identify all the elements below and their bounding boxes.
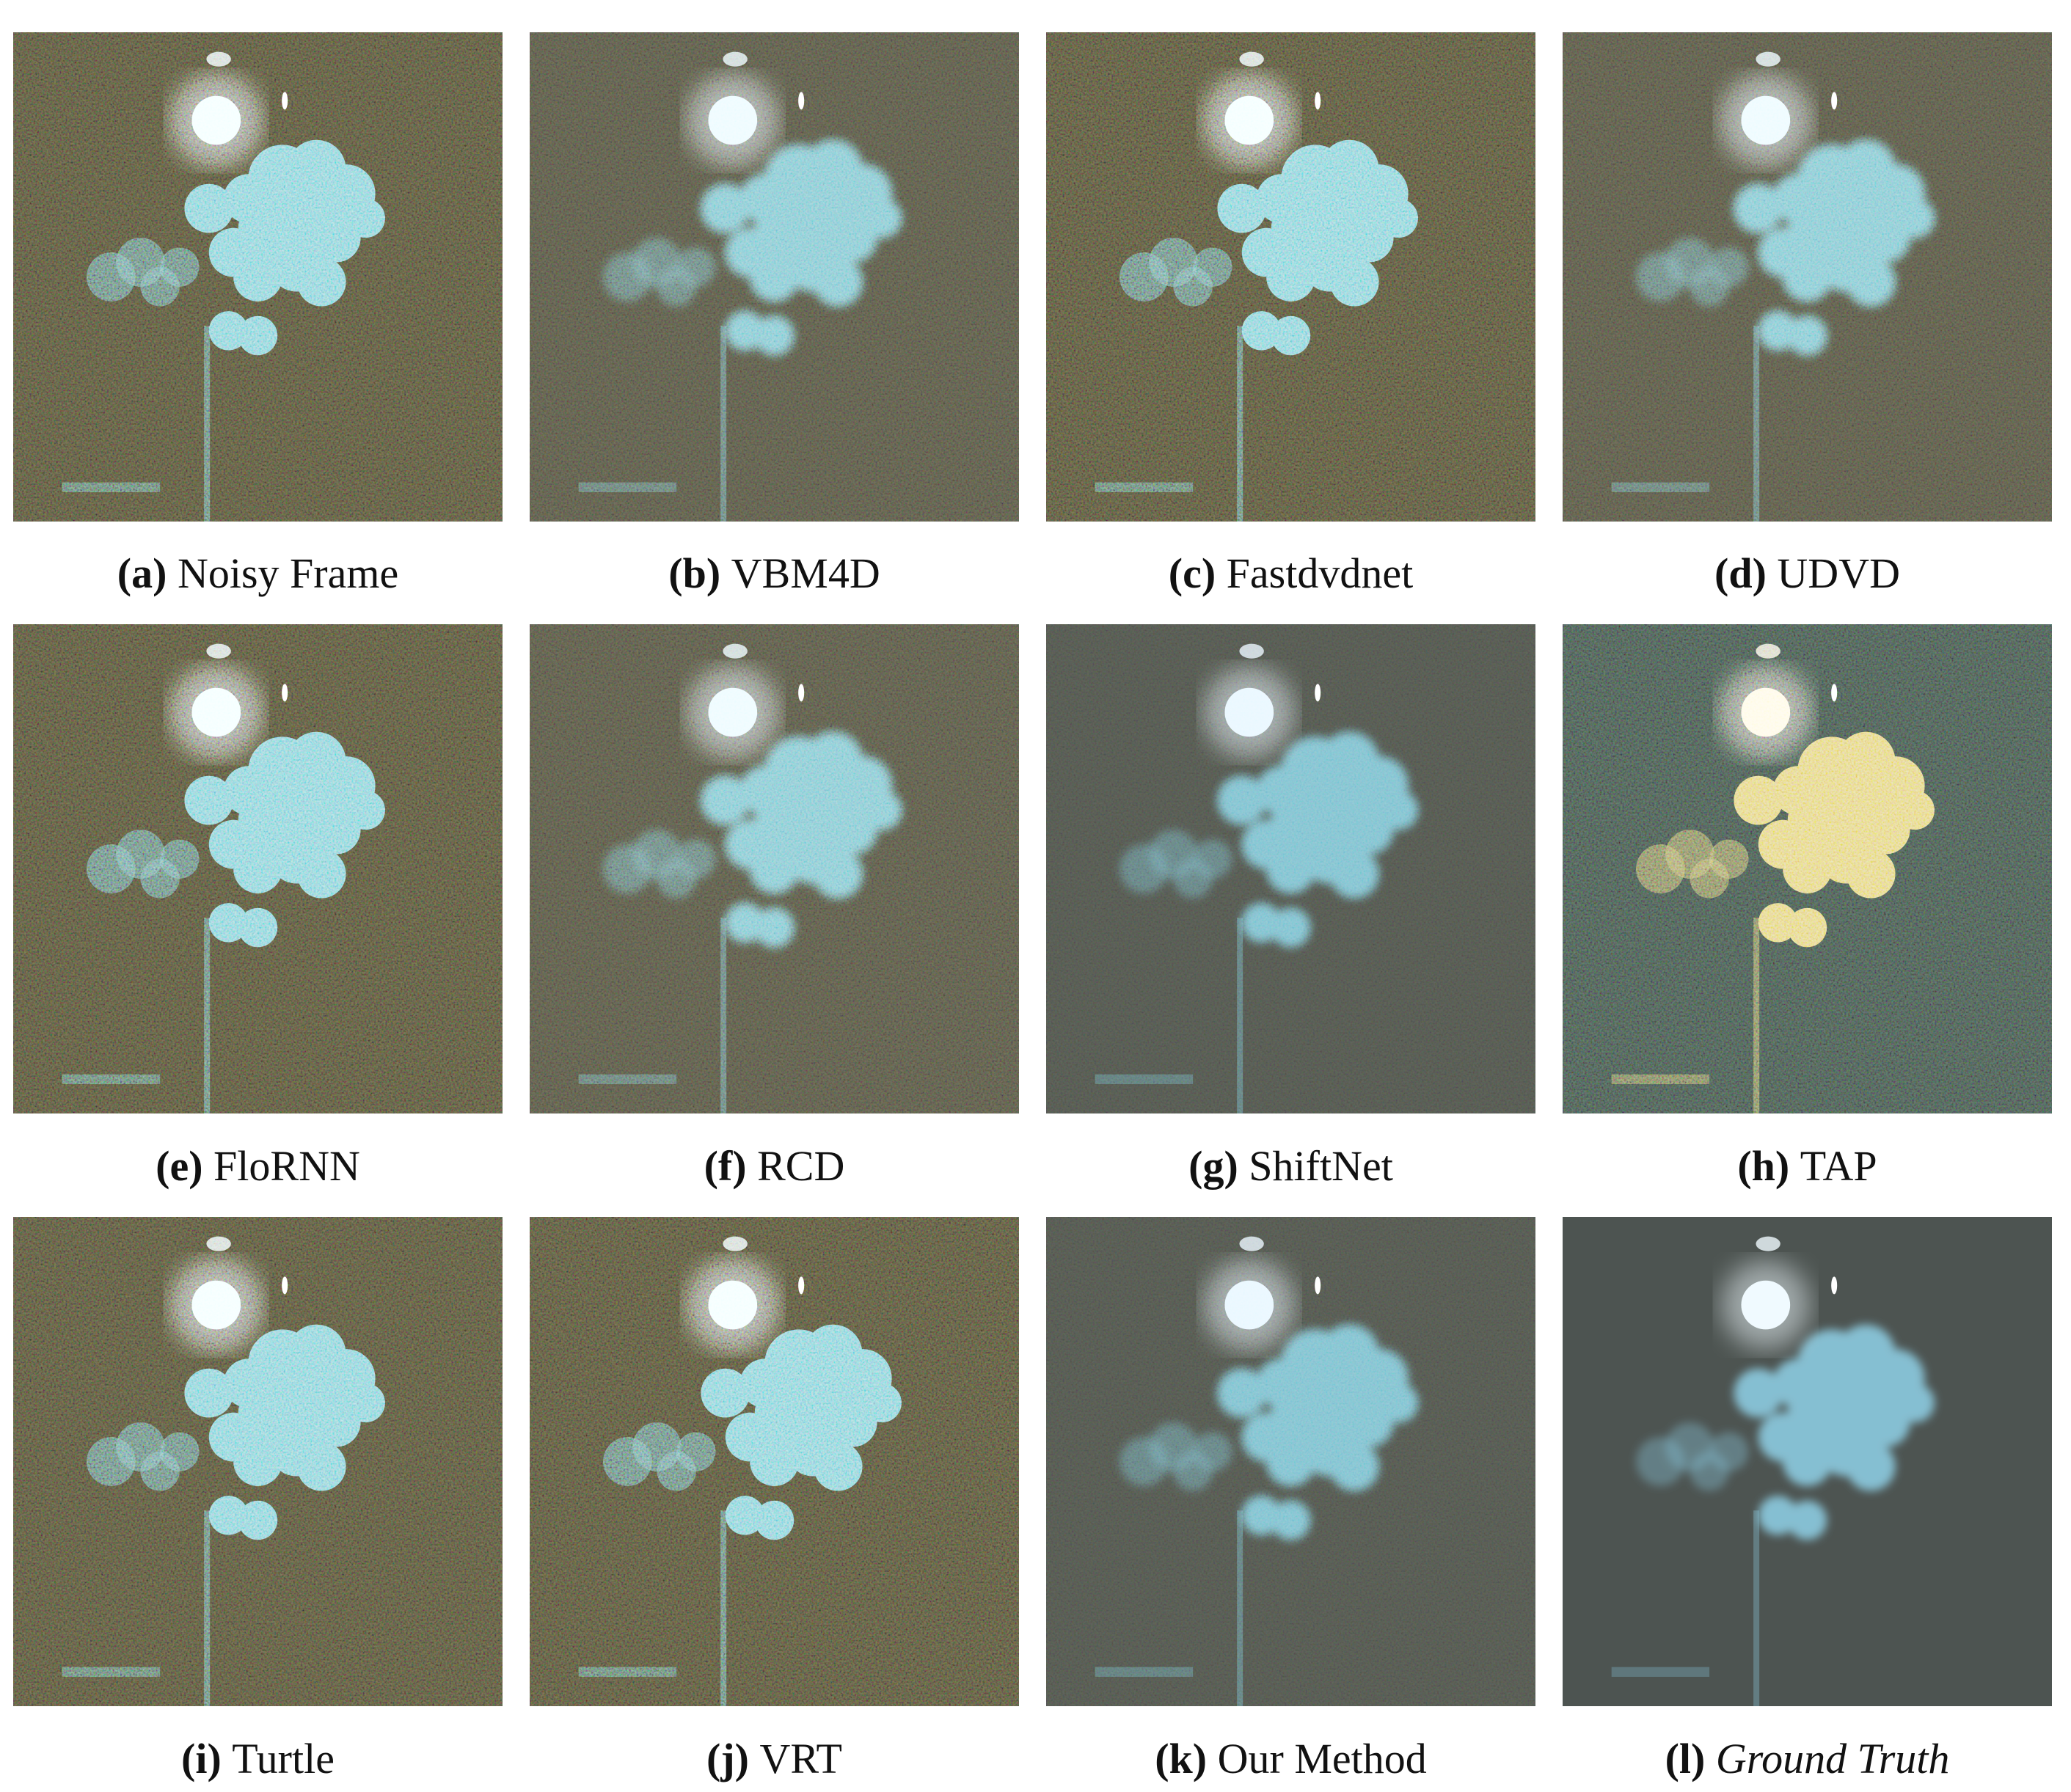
- leaf: [1709, 1432, 1749, 1471]
- result-image: [1046, 32, 1535, 522]
- noise: [530, 32, 1019, 522]
- caption-name: UDVD: [1777, 549, 1900, 597]
- caption-label: (i): [181, 1735, 222, 1782]
- caption: (b) VBM4D: [530, 548, 1019, 599]
- noise: [13, 1217, 503, 1706]
- result-image: [13, 1217, 503, 1706]
- caption: (j) VRT: [530, 1733, 1019, 1785]
- noise: [530, 624, 1019, 1113]
- noise: [1563, 624, 2052, 1113]
- caption-name: Fastdvdnet: [1226, 549, 1414, 597]
- leaf: [1895, 1383, 1935, 1423]
- noise: [1046, 624, 1535, 1113]
- leaf: [1772, 1358, 1822, 1408]
- caption-label: (g): [1188, 1142, 1238, 1190]
- caption-name: Our Method: [1217, 1735, 1427, 1782]
- caption-name: TAP: [1800, 1142, 1877, 1190]
- caption-label: (b): [668, 549, 721, 597]
- noise: [13, 32, 503, 522]
- caption-name: Ground Truth: [1715, 1735, 1950, 1782]
- leaf: [1758, 1496, 1798, 1535]
- result-image: [1046, 1217, 1535, 1706]
- caption-label: (d): [1714, 549, 1767, 597]
- caption-label: (c): [1168, 549, 1216, 597]
- noise: [1046, 32, 1535, 522]
- result-image: [1563, 624, 2052, 1113]
- noise: [13, 624, 503, 1113]
- caption-label: (h): [1737, 1142, 1790, 1190]
- bench: [1611, 1667, 1710, 1677]
- caption-name: Turtle: [232, 1735, 335, 1782]
- noise: [1563, 32, 2052, 522]
- caption-name: RCD: [757, 1142, 845, 1190]
- caption-label: (j): [706, 1735, 749, 1782]
- caption: (g) ShiftNet: [1046, 1141, 1535, 1192]
- result-image: [530, 624, 1019, 1113]
- leaf: [1787, 1500, 1827, 1540]
- leaf: [1758, 1412, 1808, 1462]
- caption-name: ShiftNet: [1249, 1142, 1393, 1190]
- result-image: [13, 624, 503, 1113]
- caption: (d) UDVD: [1563, 548, 2052, 599]
- result-image: [530, 1217, 1019, 1706]
- result-image: [530, 32, 1019, 522]
- tree: [1636, 1324, 1935, 1540]
- caption: (l) Ground Truth: [1563, 1733, 2052, 1785]
- caption: (c) Fastdvdnet: [1046, 548, 1535, 599]
- lamp-top: [1756, 1236, 1780, 1251]
- leaf: [1734, 1368, 1783, 1418]
- caption: (a) Noisy Frame: [13, 548, 503, 599]
- caption-name: Noisy Frame: [177, 549, 399, 597]
- result-image: [1563, 32, 2052, 522]
- noise: [1046, 1217, 1535, 1706]
- caption: (e) FloRNN: [13, 1141, 503, 1192]
- lamp: [1741, 1280, 1791, 1330]
- caption-name: VBM4D: [731, 549, 880, 597]
- noise: [530, 1217, 1019, 1706]
- result-image: [13, 32, 503, 522]
- caption: (i) Turtle: [13, 1733, 503, 1785]
- result-image: [1563, 1217, 2052, 1706]
- caption-label: (l): [1665, 1735, 1706, 1782]
- caption-label: (a): [117, 549, 167, 597]
- result-image: [1046, 624, 1535, 1113]
- caption: (f) RCD: [530, 1141, 1019, 1192]
- caption-label: (f): [704, 1142, 747, 1190]
- caption: (h) TAP: [1563, 1141, 2052, 1192]
- caption-name: VRT: [759, 1735, 842, 1782]
- caption-name: FloRNN: [213, 1142, 360, 1190]
- light-spot: [1831, 1276, 1838, 1295]
- caption-label: (e): [156, 1142, 203, 1190]
- pole: [1753, 1510, 1760, 1706]
- leaf: [1846, 1441, 1896, 1491]
- caption: (k) Our Method: [1046, 1733, 1535, 1785]
- caption-label: (k): [1155, 1735, 1208, 1782]
